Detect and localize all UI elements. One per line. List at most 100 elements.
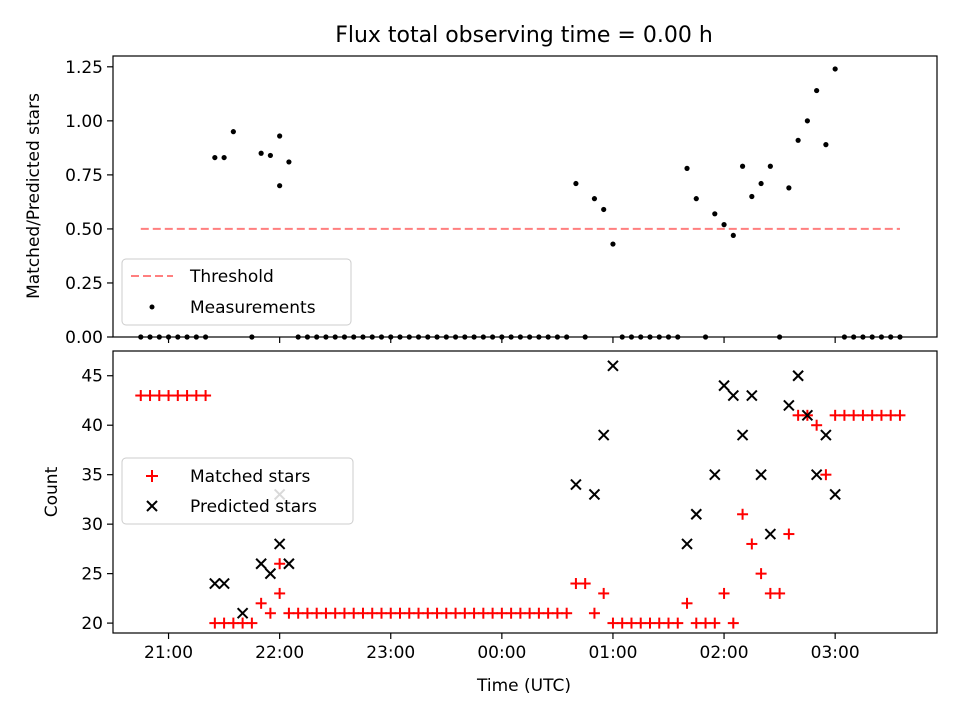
predicted-star-b [829,488,841,501]
measurement-point [369,334,375,340]
matched-star-point [413,607,425,619]
matched-star-point [607,617,619,629]
measurement-point [832,66,838,72]
matched-star-point [709,617,721,629]
measurement-point [665,334,672,340]
bottom-y-tick-label: 25 [81,565,103,585]
bottom-axes-frame [112,350,938,634]
matched-star-point [264,607,276,619]
top-y-tick-label: 0.25 [65,274,103,294]
predicted-star-b [236,607,249,619]
measurement-point [684,165,690,171]
matched-star-point [746,538,758,550]
matched-star-point [755,568,767,580]
x-tick-label: 00:00 [477,643,526,663]
matched-star-point [496,607,508,619]
measurement-point [628,334,635,340]
measurement-point [277,133,283,139]
legend-matched-marker [146,470,158,482]
measurement-point [851,334,857,340]
matched-star-point [505,607,517,619]
x-tick-label: 03:00 [811,643,860,663]
measurement-point [610,241,616,247]
matched-star-point [737,508,749,520]
matched-star-point [838,409,850,421]
measurement-point [712,211,718,217]
predicted-star-point [801,409,814,422]
measurement-point [878,334,885,340]
measurement-point [286,159,292,165]
measurement-point [332,334,338,340]
matched-star-point [570,578,582,590]
matched-star-point [866,409,878,421]
matched-star-point [292,607,304,619]
top-chart-title: Flux total observing time = 0.00 h [335,23,713,48]
predicted-star-point [218,577,230,590]
matched-star-point [783,528,795,540]
matched-star-point [357,607,369,619]
matched-star-point [375,607,387,619]
x-tick-label: 21:00 [144,643,193,663]
matched-star-point [440,607,452,619]
measurement-point [221,154,227,161]
matched-star-point [551,607,563,619]
matched-star-point [542,607,554,619]
matched-star-point [820,469,832,481]
measurement-point [230,129,236,135]
predicted-star-b [597,429,610,441]
matched-star-point [366,607,378,619]
legend-measurements-label: Measurements [190,298,316,318]
measurement-point [638,334,644,340]
matched-star-point [246,617,258,629]
measurement-point [295,334,301,340]
measurement-point [406,334,412,340]
measurement-point [758,180,764,187]
measurement-point [138,334,144,340]
predicted-star-point [588,488,601,501]
matched-star-point [635,617,647,629]
matched-star-point [700,617,712,629]
matched-star-point [792,409,804,421]
predicted-star-b [718,379,730,392]
measurement-point [869,334,875,340]
x-tick-label: 23:00 [366,643,415,663]
measurement-point [175,334,181,340]
matched-star-point [561,607,573,619]
measurement-point [582,334,588,340]
bottom-y-tick-label: 30 [81,515,103,535]
matched-star-point [811,419,823,431]
predicted-star-b [681,538,693,550]
predicted-star-b [273,538,286,550]
predicted-star-b [792,370,804,382]
predicted-star-point [829,488,841,501]
predicted-star-b [801,409,814,422]
matched-star-point [255,597,267,609]
measurement-point [675,334,681,340]
measurement-point [360,334,366,340]
predicted-star-point [209,577,221,590]
matched-star-point [431,607,443,619]
matched-star-point [727,617,739,629]
measurement-point [489,334,496,340]
measurement-point [573,180,579,187]
measurement-point [341,334,348,340]
measurement-point [184,334,190,340]
matched-star-point [311,607,323,619]
measurement-point [452,334,459,340]
matched-star-point [533,607,545,619]
predicted-star-b [820,429,832,441]
measurement-point [517,334,523,340]
predicted-star-b [255,558,267,570]
measurement-point [730,232,736,239]
bottom-legend: Matched stars Predicted stars [121,457,354,525]
matched-star-point [468,607,480,619]
measurement-point [415,334,422,340]
matched-star-point [144,390,156,402]
predicted-star-b [607,360,619,372]
matched-star-point [579,578,591,590]
measurement-point [462,334,468,340]
measurement-point [499,334,505,340]
predicted-star-b [570,478,582,491]
